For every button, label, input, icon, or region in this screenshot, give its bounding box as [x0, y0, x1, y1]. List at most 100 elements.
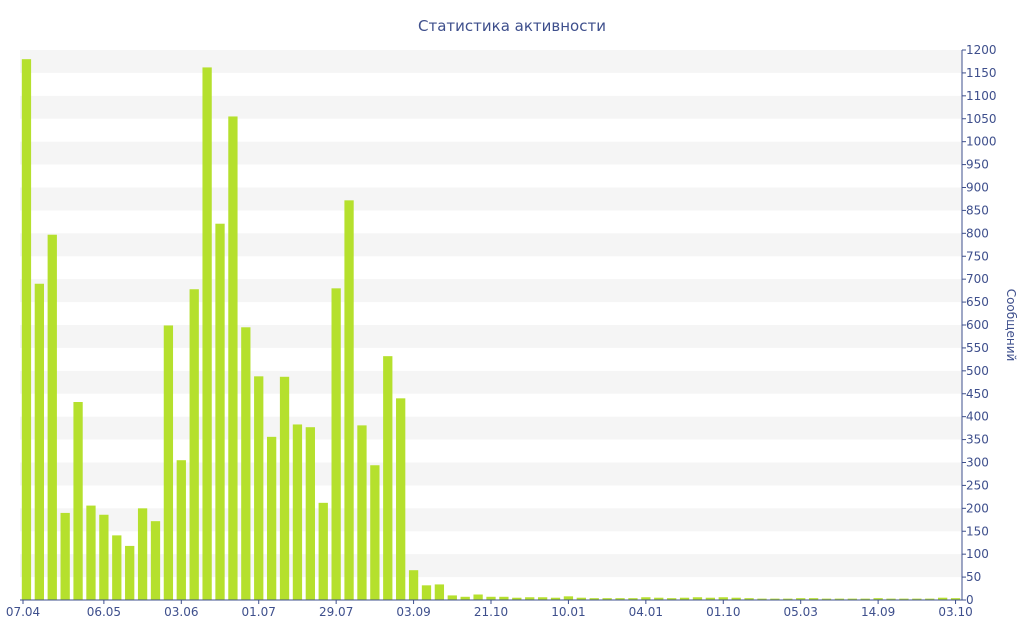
grid-band — [20, 187, 962, 211]
bar[interactable] — [279, 376, 290, 600]
bar[interactable] — [357, 425, 367, 600]
bar[interactable] — [821, 598, 832, 600]
bar[interactable] — [112, 535, 122, 600]
bar[interactable] — [21, 59, 32, 600]
bar[interactable] — [912, 598, 922, 600]
bar[interactable] — [408, 570, 419, 600]
bar[interactable] — [434, 584, 445, 600]
bar[interactable] — [615, 598, 625, 600]
bar[interactable] — [370, 465, 380, 600]
bar[interactable] — [873, 598, 883, 600]
bar[interactable] — [667, 598, 677, 600]
bar[interactable] — [718, 597, 728, 600]
bar[interactable] — [563, 596, 574, 600]
bar[interactable] — [770, 598, 780, 600]
y-axis-label: Сообщений — [1004, 289, 1018, 362]
y-tick-label: 750 — [966, 249, 989, 263]
y-tick-label: 850 — [966, 203, 989, 217]
bar[interactable] — [641, 597, 651, 600]
bar[interactable] — [899, 598, 909, 600]
bar[interactable] — [834, 598, 845, 600]
grid-band — [20, 554, 962, 578]
bar[interactable] — [176, 460, 186, 600]
bar[interactable] — [125, 545, 135, 600]
bar[interactable] — [163, 325, 174, 600]
bar[interactable] — [202, 67, 212, 600]
y-tick-label: 900 — [966, 181, 989, 195]
y-tick-label: 1150 — [966, 66, 997, 80]
y-tick-label: 650 — [966, 295, 989, 309]
y-tick-label: 700 — [966, 272, 989, 286]
bar[interactable] — [602, 598, 612, 600]
bar[interactable] — [860, 598, 870, 600]
bar[interactable] — [847, 598, 857, 600]
bar[interactable] — [950, 598, 961, 600]
bar[interactable] — [654, 597, 664, 600]
y-tick-label: 500 — [966, 364, 989, 378]
bar[interactable] — [512, 597, 522, 600]
bar[interactable] — [679, 597, 690, 600]
bar[interactable] — [925, 598, 935, 600]
grid-band — [20, 462, 962, 486]
bar[interactable] — [421, 585, 432, 600]
bar[interactable] — [589, 598, 599, 600]
bar[interactable] — [796, 598, 806, 600]
bar[interactable] — [99, 514, 109, 600]
bar[interactable] — [266, 436, 277, 600]
bar[interactable] — [47, 234, 57, 601]
y-tick-label: 800 — [966, 226, 989, 240]
bar[interactable] — [486, 596, 496, 600]
grid-band — [20, 416, 962, 440]
y-tick-label: 600 — [966, 318, 989, 332]
bar[interactable] — [447, 595, 457, 600]
bar[interactable] — [808, 598, 819, 600]
bar[interactable] — [460, 596, 470, 600]
bar[interactable] — [228, 116, 238, 600]
bar[interactable] — [550, 597, 561, 600]
bar[interactable] — [537, 597, 548, 600]
bar[interactable] — [525, 597, 535, 600]
bar[interactable] — [331, 288, 341, 600]
bar[interactable] — [34, 283, 45, 600]
x-tick-label: 21.10 — [474, 605, 508, 619]
bar[interactable] — [937, 597, 948, 600]
x-tick-label: 01.07 — [242, 605, 276, 619]
bar[interactable] — [344, 200, 354, 601]
bar[interactable] — [576, 597, 586, 600]
bar[interactable] — [292, 424, 303, 600]
bar[interactable] — [383, 356, 393, 600]
grid-band — [20, 370, 962, 394]
y-tick-label: 0 — [966, 593, 974, 607]
bar[interactable] — [757, 598, 767, 600]
bar[interactable] — [731, 597, 741, 600]
bar[interactable] — [705, 597, 716, 600]
y-tick-label: 150 — [966, 524, 989, 538]
bar[interactable] — [305, 427, 315, 600]
bar[interactable] — [60, 512, 70, 600]
bar[interactable] — [241, 327, 251, 600]
bar[interactable] — [692, 597, 703, 600]
grid-band — [20, 279, 962, 303]
bar[interactable] — [318, 502, 328, 600]
bar[interactable] — [73, 402, 83, 600]
bar[interactable] — [628, 598, 638, 600]
bar[interactable] — [783, 598, 793, 600]
bar[interactable] — [886, 598, 896, 600]
bar[interactable] — [254, 376, 264, 600]
bar[interactable] — [396, 398, 406, 600]
grid-band — [20, 141, 962, 165]
bar[interactable] — [86, 505, 96, 600]
y-tick-label: 300 — [966, 456, 989, 470]
bar[interactable] — [137, 508, 148, 600]
chart-title: Статистика активности — [418, 17, 606, 35]
bar[interactable] — [189, 289, 199, 600]
bar[interactable] — [473, 594, 483, 601]
bar[interactable] — [744, 598, 754, 600]
x-tick-label: 07.04 — [6, 605, 40, 619]
x-tick-label: 03.10 — [938, 605, 972, 619]
x-axis-ticks: 07.04 06.05 03.06 01.07 29.07 03.09 21.10 10.01… — [6, 600, 973, 619]
bar[interactable] — [150, 521, 161, 600]
bar[interactable] — [499, 596, 509, 600]
bar[interactable] — [215, 223, 225, 601]
